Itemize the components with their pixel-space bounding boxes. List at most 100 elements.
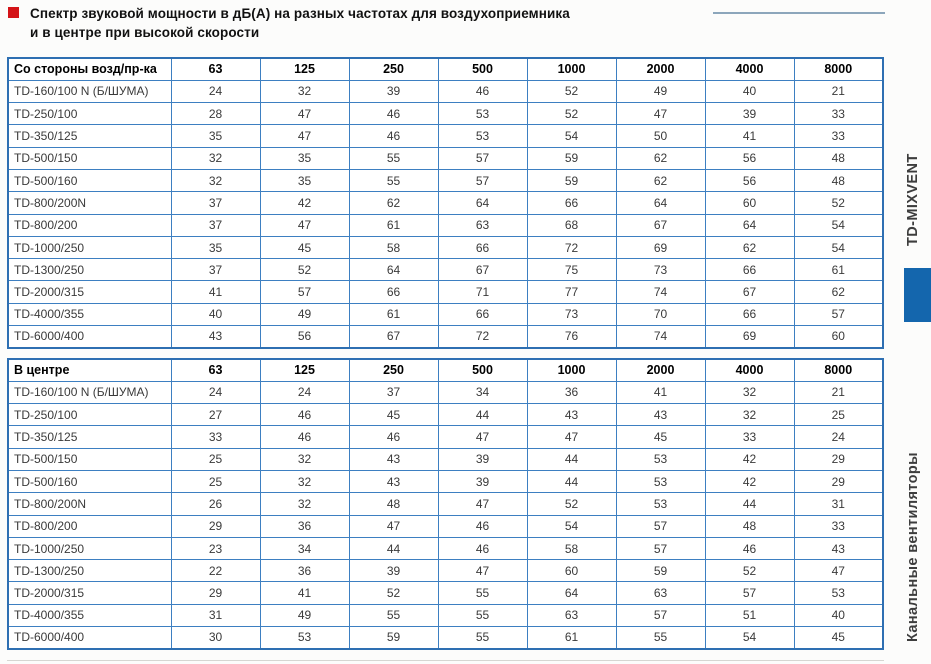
value-cell: 24 (170, 380, 261, 405)
value-cell: 44 (348, 536, 439, 561)
value-cell: 24 (170, 79, 261, 104)
freq-header-cell: 125 (259, 57, 350, 81)
value-cell: 62 (793, 280, 884, 304)
value-cell: 66 (437, 235, 528, 260)
value-cell: 48 (348, 492, 439, 516)
model-label-cell: TD-4000/355 (7, 302, 172, 327)
freq-header-cell: 1000 (526, 358, 617, 382)
freq-header-cell: 63 (170, 57, 261, 81)
value-cell: 76 (526, 325, 617, 349)
value-cell: 55 (348, 168, 439, 193)
value-cell: 52 (526, 79, 617, 104)
value-cell: 54 (526, 514, 617, 538)
value-cell: 34 (259, 536, 350, 561)
value-cell: 64 (437, 191, 528, 215)
value-cell: 36 (259, 559, 350, 583)
model-label-cell: TD-800/200 (7, 514, 172, 538)
value-cell: 33 (793, 124, 884, 148)
value-cell: 52 (348, 581, 439, 605)
value-cell: 53 (615, 469, 706, 494)
value-cell: 46 (437, 79, 528, 104)
model-label-cell: TD-500/150 (7, 447, 172, 471)
value-cell: 64 (704, 213, 795, 237)
value-cell: 57 (615, 514, 706, 538)
table-row: TD-6000/400 30 53 59 55 61 55 54 45 (7, 626, 884, 650)
table-row: TD-160/100 N (Б/ШУМА) 24 24 37 34 36 41 32 21 (7, 380, 884, 405)
value-cell: 61 (348, 302, 439, 327)
table-row: TD-1300/250 22 36 39 47 60 59 52 47 (7, 559, 884, 583)
value-cell: 68 (526, 213, 617, 237)
model-label-cell: TD-1300/250 (7, 258, 172, 282)
value-cell: 57 (437, 146, 528, 170)
model-label-cell: TD-800/200N (7, 191, 172, 215)
value-cell: 28 (170, 102, 261, 126)
value-cell: 35 (259, 168, 350, 193)
value-cell: 67 (615, 213, 706, 237)
value-cell: 57 (704, 581, 795, 605)
value-cell: 37 (348, 380, 439, 405)
value-cell: 24 (259, 380, 350, 405)
value-cell: 51 (704, 603, 795, 628)
table-row: TD-500/150 25 32 43 39 44 53 42 29 (7, 447, 884, 471)
value-cell: 43 (793, 536, 884, 561)
value-cell: 53 (793, 581, 884, 605)
table-row: TD-160/100 N (Б/ШУМА) 24 32 39 46 52 49 40 21 (7, 79, 884, 104)
value-cell: 57 (259, 280, 350, 304)
value-cell: 64 (348, 258, 439, 282)
value-cell: 63 (615, 581, 706, 605)
table-row: TD-250/100 27 46 45 44 43 43 32 25 (7, 403, 884, 427)
value-cell: 47 (437, 559, 528, 583)
value-cell: 33 (793, 514, 884, 538)
value-cell: 25 (170, 469, 261, 494)
page-title-line2: и в центре при высокой скорости (30, 25, 260, 40)
value-cell: 35 (170, 235, 261, 260)
value-cell: 60 (704, 191, 795, 215)
value-cell: 75 (526, 258, 617, 282)
value-cell: 46 (437, 514, 528, 538)
value-cell: 54 (793, 213, 884, 237)
freq-header-cell: 63 (170, 358, 261, 382)
value-cell: 30 (170, 626, 261, 650)
value-cell: 42 (704, 469, 795, 494)
freq-header-cell: 1000 (526, 57, 617, 81)
value-cell: 66 (348, 280, 439, 304)
table-row: TD-500/160 25 32 43 39 44 53 42 29 (7, 469, 884, 494)
value-cell: 34 (437, 380, 528, 405)
value-cell: 32 (259, 469, 350, 494)
sidebar-series-label: TD-MIXVENT (905, 153, 921, 246)
value-cell: 74 (615, 280, 706, 304)
table-row: TD-4000/355 40 49 61 66 73 70 66 57 (7, 302, 884, 327)
table-row: TD-500/150 32 35 55 57 59 62 56 48 (7, 146, 884, 170)
value-cell: 32 (259, 79, 350, 104)
value-cell: 43 (170, 325, 261, 349)
value-cell: 35 (170, 124, 261, 148)
value-cell: 36 (259, 514, 350, 538)
sound-power-table-center: В центре 63 125 250 500 1000 2000 4000 8000 TD-16… (7, 358, 884, 650)
sidebar-category-label: Канальные вентиляторы (905, 452, 921, 642)
value-cell: 21 (793, 79, 884, 104)
value-cell: 40 (170, 302, 261, 327)
value-cell: 32 (170, 146, 261, 170)
value-cell: 21 (793, 380, 884, 405)
value-cell: 42 (704, 447, 795, 471)
value-cell: 44 (704, 492, 795, 516)
value-cell: 25 (793, 403, 884, 427)
value-cell: 55 (615, 626, 706, 650)
header-row: Со стороны возд/пр-ка 63 125 250 500 1000 2000… (7, 57, 884, 81)
value-cell: 49 (615, 79, 706, 104)
model-label-cell: TD-500/160 (7, 168, 172, 193)
table-row: TD-4000/355 31 49 55 55 63 57 51 40 (7, 603, 884, 628)
value-cell: 59 (348, 626, 439, 650)
model-label-cell: TD-6000/400 (7, 325, 172, 349)
value-cell: 29 (793, 447, 884, 471)
value-cell: 47 (259, 124, 350, 148)
value-cell: 60 (526, 559, 617, 583)
value-cell: 59 (526, 168, 617, 193)
value-cell: 39 (348, 559, 439, 583)
freq-header-cell: 250 (348, 57, 439, 81)
value-cell: 42 (259, 191, 350, 215)
value-cell: 43 (615, 403, 706, 427)
model-label-cell: TD-4000/355 (7, 603, 172, 628)
value-cell: 53 (615, 447, 706, 471)
